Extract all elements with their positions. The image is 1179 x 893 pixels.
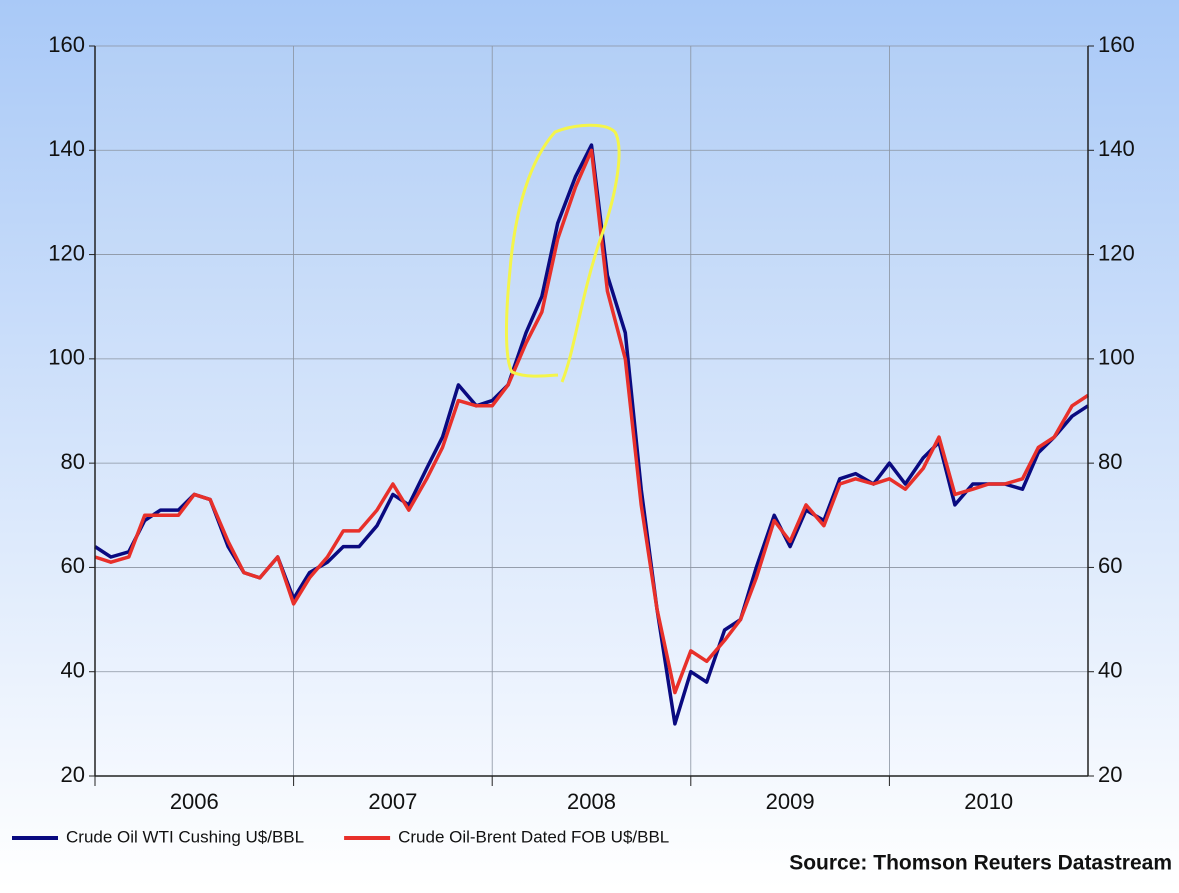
plot-area [95,46,1088,776]
y2-tick-label: 140 [1098,136,1135,161]
y2-tick-label: 60 [1098,553,1122,578]
y-tick-label: 120 [48,240,85,265]
x-tick-label: 2008 [567,789,616,814]
x-tick-label: 2007 [368,789,417,814]
y-tick-label: 140 [48,136,85,161]
highlight-circle [504,123,621,383]
y2-tick-label: 80 [1098,449,1122,474]
y-tick-label: 80 [61,449,85,474]
marks [94,45,1089,777]
y-tick-label: 60 [61,553,85,578]
y2-tick-label: 120 [1098,240,1135,265]
y2-tick-label: 160 [1098,32,1135,57]
x-tick-label: 2009 [766,789,815,814]
source: Source: Thomson Reuters Datastream [789,852,1172,875]
x-tick-label: 2006 [170,789,219,814]
y-tick-label: 160 [48,32,85,57]
x-tick-label: 2010 [964,789,1013,814]
series-line [94,148,1089,695]
y2-tick-label: 100 [1098,345,1135,370]
legend-label: Crude Oil WTI Cushing U$/BBL [66,827,304,846]
y-tick-label: 100 [48,345,85,370]
y-tick-label: 20 [61,762,85,787]
y2-tick-label: 20 [1098,762,1122,787]
y2-tick-label: 40 [1098,658,1122,683]
y-tick-label: 40 [61,658,85,683]
legend-label: Crude Oil-Brent Dated FOB U$/BBL [398,827,669,846]
